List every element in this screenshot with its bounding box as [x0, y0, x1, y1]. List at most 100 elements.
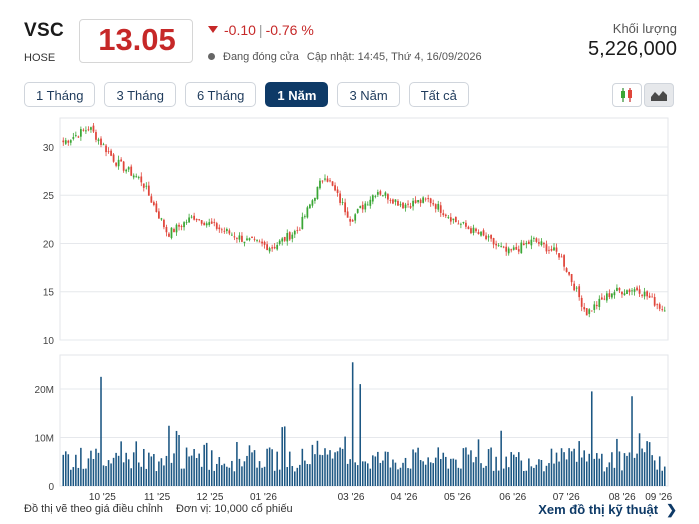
candlestick-button[interactable] — [612, 83, 642, 107]
price-tick-label: 10 — [43, 336, 55, 347]
candle-body — [492, 238, 495, 245]
tab-3-months[interactable]: 3 Tháng — [104, 82, 176, 107]
candle-body — [266, 244, 268, 251]
technical-chart-link[interactable]: Xem đồ thị kỹ thuật ❯ — [538, 502, 677, 518]
volume-bar — [261, 467, 263, 486]
volume-tick-label: 0 — [48, 482, 54, 493]
candle-body — [651, 296, 654, 298]
volume-bar — [288, 451, 291, 486]
volume-bar — [414, 452, 417, 486]
volume-bar — [510, 452, 513, 486]
candle-body — [165, 227, 168, 233]
volume-chart: 0 10M 20M — [35, 354, 669, 493]
candle-body — [560, 256, 563, 258]
volume-bar — [590, 391, 593, 486]
candle-body — [110, 150, 112, 156]
tab-3-years[interactable]: 3 Năm — [337, 82, 400, 107]
volume-bar — [276, 451, 278, 486]
candle-body — [485, 235, 487, 240]
footer-note: Đồ thị vẽ theo giá điều chỉnh — [24, 503, 163, 515]
change-value: -0.10 — [224, 22, 256, 38]
volume-bar — [319, 454, 321, 486]
candle-body — [414, 200, 417, 204]
volume-bar — [520, 460, 523, 486]
candle-body — [366, 204, 369, 206]
volume-bar — [543, 471, 545, 486]
volume-bar — [291, 466, 294, 486]
candle-body — [321, 180, 324, 182]
volume-bar — [412, 449, 414, 486]
volume-bar — [417, 447, 419, 486]
candle-body — [288, 232, 291, 240]
volume-bar — [107, 460, 110, 486]
volume-bar — [603, 471, 606, 486]
candle-body — [112, 154, 115, 162]
tab-6-months[interactable]: 6 Tháng — [184, 82, 257, 107]
volume-bar — [646, 441, 648, 486]
candle-body — [301, 216, 304, 230]
volume-bar — [296, 467, 299, 486]
tab-1-year[interactable]: 1 Năm — [265, 82, 329, 107]
volume-bar — [601, 453, 603, 486]
candle-body — [130, 166, 133, 176]
volume-bar — [334, 452, 336, 486]
volume-bar — [130, 468, 132, 486]
candle-body — [319, 180, 321, 189]
candle-body — [397, 200, 399, 206]
candle-body — [190, 216, 193, 218]
volume-bar — [656, 469, 658, 486]
candle-body — [520, 242, 523, 254]
candle-body — [85, 130, 87, 132]
volume-bar — [273, 470, 276, 486]
candle-body — [331, 181, 334, 186]
candle-body — [658, 304, 661, 309]
candle-body — [527, 241, 530, 244]
candle-body — [475, 228, 477, 232]
volume-bar — [580, 457, 583, 486]
candle-body — [168, 233, 170, 237]
x-tick-label: 01 '26 — [250, 492, 277, 503]
price-tick-label: 20 — [43, 239, 55, 250]
candle-body — [251, 236, 253, 238]
status-text: Đang đóng cửa — [223, 51, 299, 63]
candle-body — [595, 304, 598, 307]
volume-bar — [611, 452, 613, 486]
candle-body — [329, 180, 331, 182]
candle-body — [276, 244, 279, 250]
candle-body — [205, 223, 208, 226]
volume-bar — [258, 461, 261, 486]
exchange-label: HOSE — [24, 52, 56, 64]
tab-all[interactable]: Tất cả — [408, 82, 469, 107]
volume-bar — [140, 466, 143, 486]
volume-bar — [356, 465, 359, 486]
candle-body — [623, 293, 626, 296]
candle-body — [198, 219, 201, 221]
candle-body — [195, 218, 198, 221]
candle-body — [545, 244, 548, 252]
candle-body — [389, 200, 392, 201]
volume-bar — [631, 396, 633, 486]
volume-bar — [558, 461, 560, 486]
volume-bar — [568, 448, 570, 486]
volume-bar — [651, 455, 653, 486]
volume-bar — [180, 468, 183, 486]
candle-body — [429, 198, 432, 204]
volume-bar — [226, 466, 228, 486]
candle-body — [303, 216, 306, 218]
candle-body — [90, 127, 92, 130]
volume-bar — [472, 462, 475, 486]
volume-bar — [306, 464, 309, 486]
area-chart-button[interactable] — [644, 83, 674, 107]
candle-body — [236, 238, 238, 240]
volume-bar — [628, 452, 631, 486]
candle-body — [603, 298, 606, 300]
candle-body — [117, 159, 120, 167]
ticker-symbol: VSC — [24, 20, 64, 41]
volume-bar — [575, 461, 578, 486]
volume-bar — [155, 471, 158, 486]
volume-bar — [429, 462, 432, 486]
candle-body — [540, 241, 543, 246]
tab-1-month[interactable]: 1 Tháng — [24, 82, 96, 107]
candle-body — [160, 218, 163, 220]
volume-bar — [195, 458, 198, 486]
